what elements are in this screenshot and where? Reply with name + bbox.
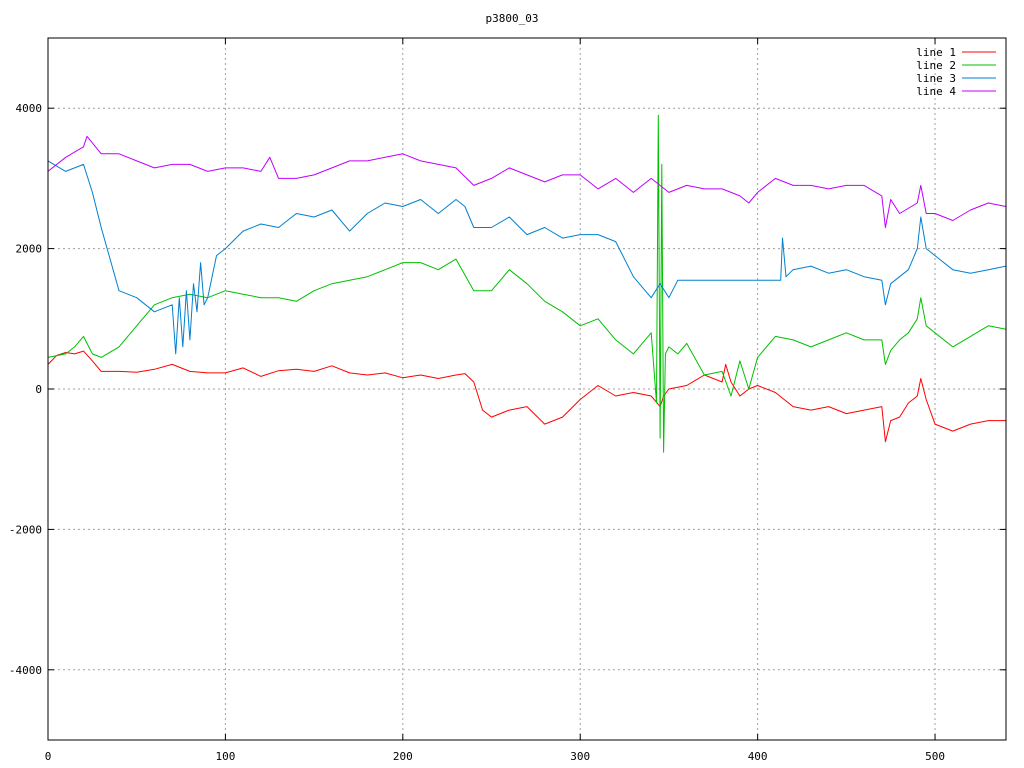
chart-title: p3800_03 (486, 12, 539, 25)
x-tick-label: 100 (215, 750, 235, 763)
x-tick-label: 500 (925, 750, 945, 763)
axes: 0 100 200 300 400 500 -4000 -2000 0 2000 4000 (9, 38, 1006, 763)
y-tick-label: -4000 (9, 664, 42, 677)
y-tick-label: 2000 (16, 243, 43, 256)
x-tick-label: 400 (748, 750, 768, 763)
grid-lines (48, 38, 1006, 740)
series-line-3 (47, 160, 1007, 355)
legend-label-1: line 1 (916, 46, 956, 59)
y-tick-label: 4000 (16, 102, 43, 115)
y-tick-label: 0 (35, 383, 42, 396)
x-tick-label: 200 (393, 750, 413, 763)
x-tick-label: 300 (570, 750, 590, 763)
y-tick-label: -2000 (9, 523, 42, 536)
legend-label-2: line 2 (916, 59, 956, 72)
x-tick-label: 0 (45, 750, 52, 763)
plot-frame (47, 37, 1007, 741)
series-line-4 (47, 135, 1007, 228)
series-group (47, 114, 1007, 453)
series-line-1 (47, 350, 1006, 443)
legend-label-4: line 4 (916, 85, 956, 98)
series-line-2 (47, 114, 1007, 453)
legend-label-3: line 3 (916, 72, 956, 85)
